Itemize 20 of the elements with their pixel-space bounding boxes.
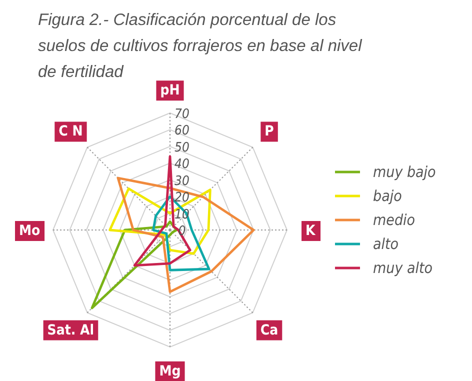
- y-tick-label: 70: [174, 107, 190, 122]
- spoke-label: Mo: [19, 223, 41, 239]
- spoke-label: C N: [58, 124, 83, 140]
- spoke-label: pH: [160, 82, 180, 99]
- y-tick-label: 40: [174, 157, 190, 172]
- spoke-label: Sat. Al: [47, 322, 94, 338]
- y-tick-label: 50: [174, 140, 190, 156]
- legend-label: muy alto: [373, 259, 433, 277]
- legend-label: alto: [373, 235, 399, 253]
- spoke-label: P: [264, 124, 274, 140]
- legend-label: muy bajo: [373, 163, 436, 181]
- y-tick-label: 20: [174, 190, 190, 206]
- legend-label: medio: [373, 211, 416, 229]
- chart-title: Figura 2.- Clasificación porcentual de los suelos de cultivos forrajeros en base al nivel de fertilidad: [38, 11, 364, 81]
- legend-label: bajo: [373, 187, 402, 205]
- spoke-label: Ca: [260, 322, 278, 338]
- y-tick-label: 30: [174, 174, 190, 189]
- y-tick-label: 60: [174, 124, 190, 139]
- spoke-label: Mg: [159, 363, 181, 380]
- spoke-label: K: [306, 223, 317, 239]
